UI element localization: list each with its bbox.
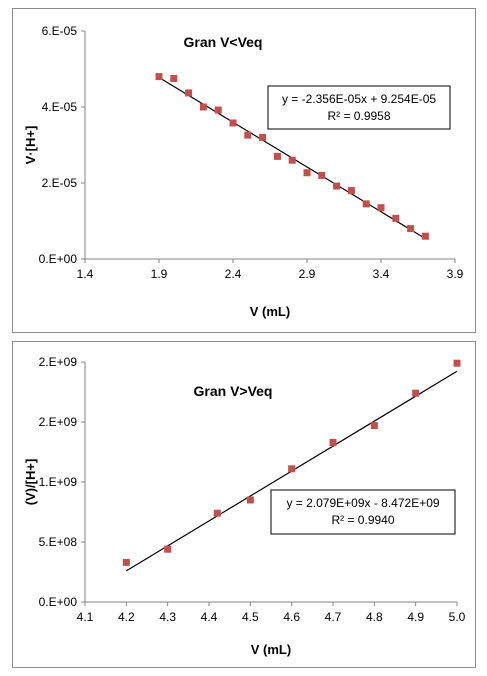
- chart-2-x-tick-label: 4.1: [77, 610, 94, 624]
- chart-1-data-point: [392, 214, 400, 222]
- chart-2-title: Gran V>Veq: [194, 383, 273, 399]
- chart-1-data-point: [318, 171, 326, 179]
- chart-2-y-axis-title: (V)/[H+]: [23, 459, 38, 506]
- chart-2-x-axis-title: V (mL): [251, 642, 291, 657]
- chart-1-title: Gran V<Veq: [184, 34, 263, 50]
- chart-2-data-point: [122, 558, 130, 566]
- chart-2-data-point: [370, 422, 378, 430]
- chart-1-x-axis-title: V (mL): [250, 304, 290, 319]
- chart-2-x-tick-label: 4.3: [159, 610, 176, 624]
- chart-2-data-point: [288, 465, 296, 473]
- chart-1-x-tick-label: 3.4: [373, 267, 390, 281]
- chart-2-data-point: [412, 389, 420, 397]
- chart-1-data-point: [214, 106, 222, 114]
- chart-2-x-tick-label: 4.8: [366, 610, 383, 624]
- chart-2-x-tick-label: 4.6: [283, 610, 300, 624]
- chart-2-data-point: [329, 438, 337, 446]
- chart-1-x-tick-label: 2.4: [225, 267, 242, 281]
- chart-2-x-tick-label: 5.0: [449, 610, 466, 624]
- chart-2-data-point: [164, 545, 172, 553]
- chart-2-x-tick-label: 4.7: [325, 610, 342, 624]
- chart-1-data-point: [333, 182, 341, 190]
- chart-1-data-point: [155, 73, 163, 81]
- chart-1-plot: 0.E+00 2.E-05 4.E-05 6.E-05 1.4 1.9 2.4 2.9 3.4 3…: [23, 24, 464, 319]
- chart-2-y-tick-label: 1.E+09: [39, 475, 78, 489]
- chart-panel-2: 0.E+00 5.E+08 1.E+09 2.E+09 2.E+09 4.1 4.2 4.3 4…: [12, 341, 476, 668]
- chart-1-data-point: [421, 232, 429, 240]
- chart-2-y-tick-label: 2.E+09: [39, 355, 78, 369]
- chart-2-equation-box: [270, 489, 456, 535]
- chart-1-data-point: [273, 152, 281, 160]
- chart-1-data-point: [362, 200, 370, 208]
- chart-1-data-point: [185, 89, 193, 97]
- chart-1-data-point: [199, 103, 207, 111]
- chart-2-x-tick-label: 4.4: [201, 610, 218, 624]
- chart-1-data-point: [303, 169, 311, 177]
- chart-1-x-tick-label: 1.9: [151, 267, 168, 281]
- chart-1-x-tick-label: 1.4: [77, 267, 94, 281]
- chart-2-data-point: [246, 496, 254, 504]
- chart-2-equation: y = 2.079E+09x - 8.472E+09: [286, 496, 439, 510]
- chart-1-data-point: [407, 225, 415, 233]
- chart-2-y-tick-label: 5.E+08: [39, 535, 78, 549]
- chart-1-data-point: [259, 133, 267, 141]
- chart-1-data-point: [244, 131, 252, 139]
- chart-1-data-point: [377, 204, 385, 212]
- chart-2-data-point: [453, 359, 461, 367]
- chart-2-y-tick-label: 2.E+09: [39, 415, 78, 429]
- chart-1-x-tick-label: 3.9: [447, 267, 464, 281]
- chart-1-r-squared: R² = 0.9958: [327, 109, 390, 123]
- chart-1-data-point: [229, 119, 237, 127]
- chart-1-y-tick-label: 6.E-05: [42, 24, 78, 38]
- chart-1-y-tick-label: 2.E-05: [42, 176, 78, 190]
- chart-2-data-point: [213, 509, 221, 517]
- chart-2-x-tick-label: 4.5: [242, 610, 259, 624]
- chart-1-equation: y = -2.356E-05x + 9.254E-05: [282, 92, 436, 106]
- chart-1-x-tick-label: 2.9: [299, 267, 316, 281]
- chart-2-x-tick-label: 4.9: [407, 610, 424, 624]
- chart-1-y-tick-label: 0.E+00: [39, 252, 78, 266]
- chart-2-y-tick-label: 0.E+00: [39, 595, 78, 609]
- chart-1-y-tick-label: 4.E-05: [42, 100, 78, 114]
- chart-1-equation-box: [267, 85, 451, 130]
- chart-1-data-point: [288, 156, 296, 164]
- chart-2-plot: 0.E+00 5.E+08 1.E+09 2.E+09 2.E+09 4.1 4.2 4.3 4…: [23, 355, 466, 657]
- chart-2-x-tick-label: 4.2: [118, 610, 135, 624]
- chart-1-y-axis-title: V·[H+]: [23, 126, 38, 165]
- chart-panel-1: 0.E+00 2.E-05 4.E-05 6.E-05 1.4 1.9 2.4 2.9 3.4 3…: [12, 8, 476, 333]
- chart-2-r-squared: R² = 0.9940: [331, 513, 394, 527]
- chart-1-data-point: [170, 75, 178, 82]
- chart-1-data-point: [347, 187, 355, 195]
